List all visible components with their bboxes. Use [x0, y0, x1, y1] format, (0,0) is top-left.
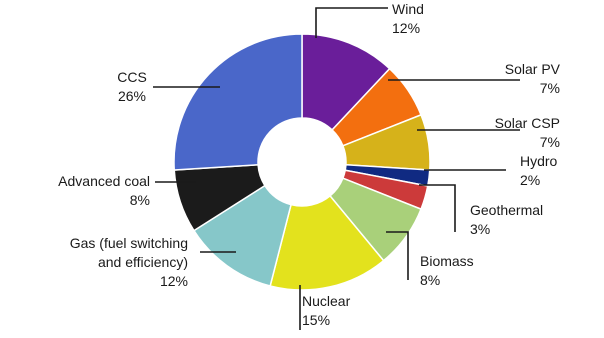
slice-label: Geothermal 3% — [470, 202, 543, 237]
slice-label: Solar PV 7% — [505, 61, 561, 96]
slice-label: Nuclear 15% — [302, 293, 351, 328]
slice-name-label: Gas (fuel switching — [70, 235, 188, 251]
slice-name-label: Geothermal — [470, 202, 543, 218]
slice-value-label: 3% — [470, 221, 490, 237]
slice-label: Advanced coal 8% — [58, 173, 150, 208]
slice-name-label: and efficiency) — [98, 254, 188, 270]
slice-name-label: Advanced coal — [58, 173, 150, 189]
slice-value-label: 12% — [160, 273, 188, 289]
slice-value-label: 12% — [392, 20, 420, 36]
slice-name-label: Biomass — [420, 253, 474, 269]
leader-line — [315, 7, 388, 38]
leader-lines — [153, 7, 520, 330]
slice-name-label: Solar CSP — [495, 115, 560, 131]
slice-ccs — [173, 33, 303, 171]
slice-label: CCS 26% — [117, 69, 147, 104]
leader-line — [386, 231, 409, 280]
slice-name-label: Solar PV — [505, 61, 561, 77]
slice-label: Biomass 8% — [420, 253, 474, 288]
slice-name-label: CCS — [117, 69, 147, 85]
slice-label: Solar CSP 7% — [495, 115, 560, 150]
slice-value-label: 7% — [540, 80, 560, 96]
slice-value-label: 26% — [118, 88, 146, 104]
slice-name-label: Nuclear — [302, 293, 351, 309]
slice-name-label: Wind — [392, 1, 424, 17]
slice-name-label: Hydro — [520, 153, 558, 169]
slice-value-label: 8% — [420, 272, 440, 288]
slice-value-label: 2% — [520, 172, 540, 188]
leader-line — [419, 184, 456, 232]
slice-value-label: 7% — [540, 134, 560, 150]
slice-label: Hydro 2% — [520, 153, 558, 188]
slice-nuclear — [269, 194, 385, 291]
slice-label: Gas (fuel switching and efficiency) 12% — [70, 235, 188, 289]
slice-value-label: 8% — [130, 192, 150, 208]
slice-value-label: 15% — [302, 312, 330, 328]
donut-slices — [173, 33, 431, 291]
slice-label: Wind 12% — [392, 1, 424, 36]
slice-labels: Wind 12% Solar PV 7% Solar CSP 7% Hydro 2% Geoth… — [58, 1, 561, 328]
